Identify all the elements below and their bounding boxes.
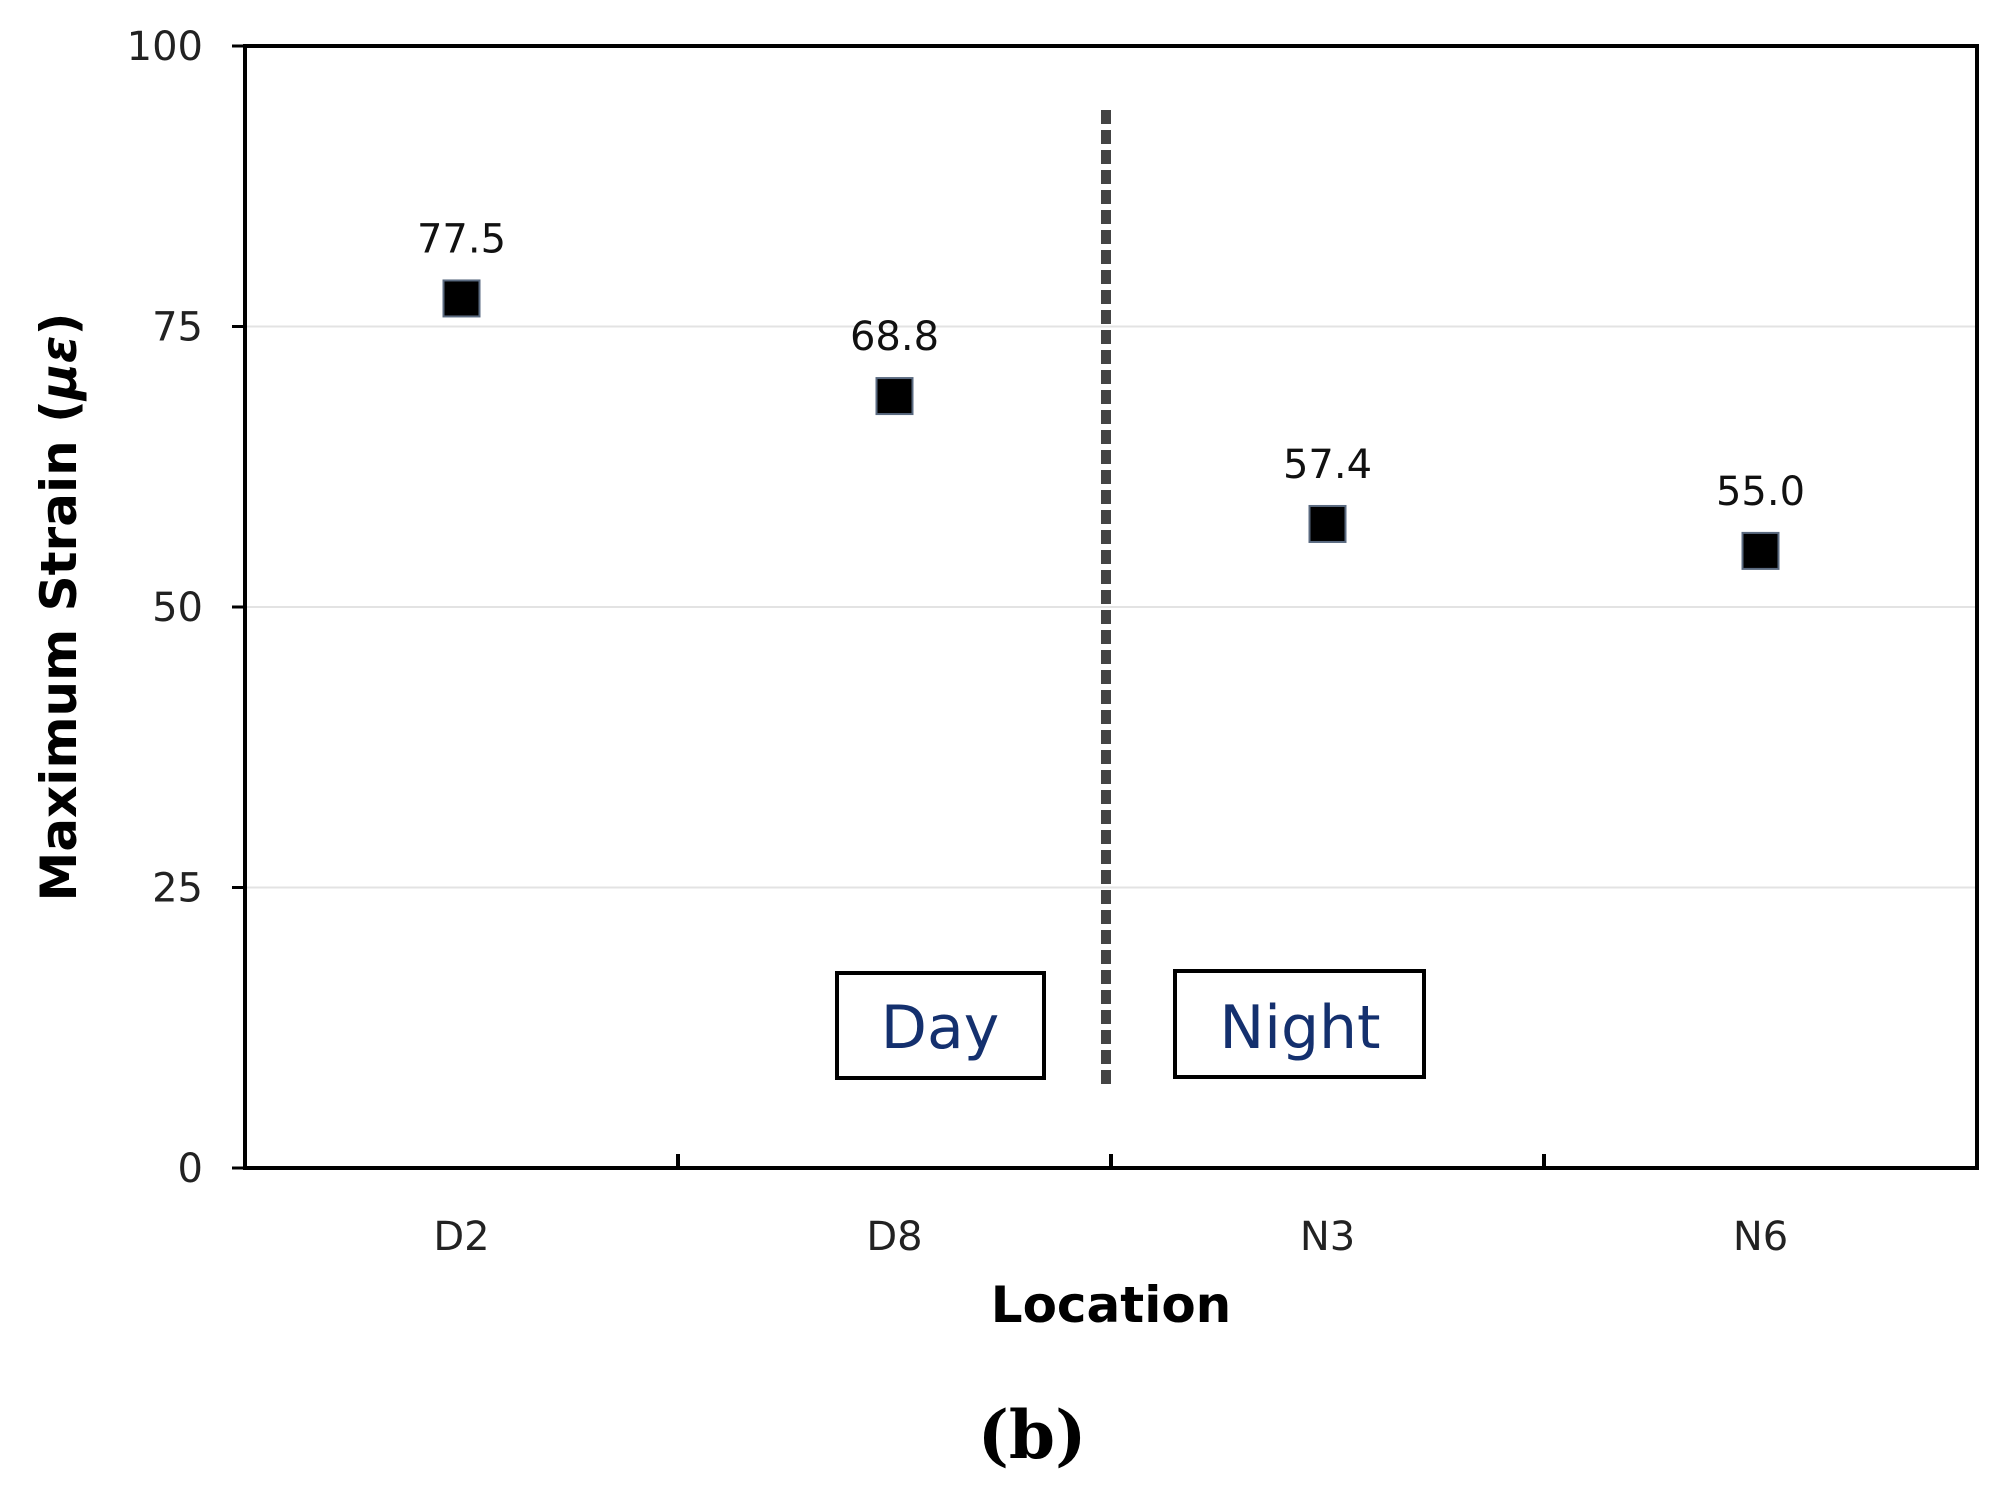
y-axis-title-close: ): [30, 313, 88, 336]
night-label-box: [1173, 969, 1426, 1079]
data-point-n3: [1308, 504, 1347, 543]
y-tick-label-0: 0: [178, 1146, 203, 1192]
day-label: Day: [881, 993, 999, 1063]
x-tick-label-n3: N3: [1300, 1214, 1355, 1260]
data-label-d8: 68.8: [850, 314, 939, 360]
x-tick-label-d8: D8: [866, 1214, 922, 1260]
y-tick-label-100: 100: [127, 24, 203, 70]
data-point-n6: [1741, 531, 1780, 570]
data-label-n3: 57.4: [1283, 442, 1372, 488]
data-points: 77.5 68.8 57.4 55.0: [417, 216, 1805, 570]
data-label-n6: 55.0: [1716, 469, 1805, 515]
data-label-d2: 77.5: [417, 216, 506, 262]
data-point-d2: [442, 279, 481, 318]
y-axis-title-symbol: με: [30, 335, 88, 402]
night-label: Night: [1219, 993, 1380, 1063]
y-tick-label-50: 50: [152, 585, 203, 631]
y-tick-label-75: 75: [152, 305, 203, 351]
day-label-box: [835, 971, 1046, 1080]
x-tick-label-n6: N6: [1733, 1214, 1788, 1260]
grid-lines: [245, 325, 1977, 889]
x-axis: D2 D8 N3 N6: [433, 1154, 1788, 1260]
data-point-d8: [875, 377, 914, 416]
x-axis-title: Location: [991, 1276, 1232, 1334]
x-tick-label-d2: D2: [433, 1214, 489, 1260]
y-axis-title: Maximum Strain (με): [30, 313, 88, 902]
y-axis-title-main: Maximum Strain (: [30, 400, 88, 901]
y-tick-label-25: 25: [152, 866, 203, 912]
panel-label: (b): [978, 1396, 1087, 1474]
y-axis: 0 25 50 75 100: [127, 24, 245, 1192]
